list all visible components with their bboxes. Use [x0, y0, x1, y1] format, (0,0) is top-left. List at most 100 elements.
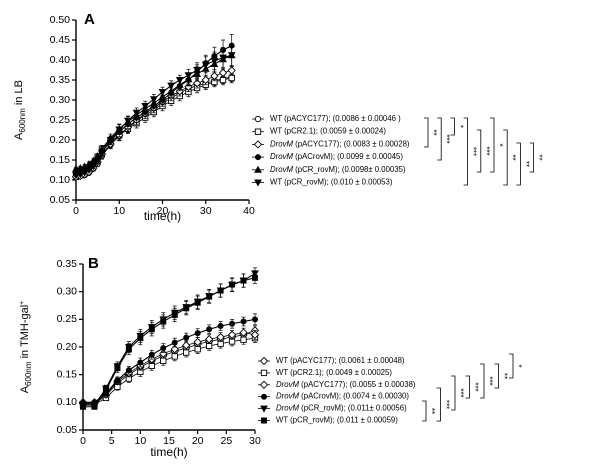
data-point — [184, 72, 193, 80]
legend-label: DrovM (pCR_rovM); (0.0098± 0.00035) — [270, 165, 406, 174]
significance-label: * — [514, 364, 523, 367]
data-point — [240, 336, 247, 343]
data-point — [219, 54, 227, 62]
data-point — [217, 287, 224, 294]
bracket — [437, 117, 442, 161]
x-tick-label: 30 — [200, 205, 212, 217]
x-tick-label: 20 — [192, 435, 204, 447]
data-point — [193, 67, 201, 74]
significance-label: ** — [535, 154, 544, 160]
data-point — [216, 332, 225, 342]
x-tick-label: 10 — [134, 435, 146, 447]
bracket — [490, 117, 495, 173]
data-point — [148, 351, 155, 358]
legend-label: DrovM (pACrovM); (0.0074 ± 0.00030) — [276, 392, 409, 401]
panel-letter: A — [84, 11, 95, 28]
significance-label: *** — [482, 146, 491, 155]
legend-marker — [260, 405, 268, 413]
bracket — [436, 387, 441, 422]
data-point — [252, 316, 259, 323]
data-point — [210, 57, 219, 65]
data-point — [227, 330, 237, 339]
bracket — [516, 142, 521, 186]
legend-detail: (pACYC177); (0.0086 ± 0.00046 ) — [282, 114, 401, 123]
series-line — [83, 318, 256, 403]
bracket — [529, 142, 534, 173]
significance-label: *** — [442, 400, 451, 409]
significance-brackets: ***************** — [422, 353, 523, 422]
bracket — [476, 129, 482, 173]
data-point — [250, 330, 260, 339]
data-point — [227, 66, 236, 75]
y-tick-label: 0.40 — [50, 54, 71, 66]
x-tick-label: 20 — [157, 205, 169, 217]
data-point — [206, 326, 213, 333]
bracket — [503, 129, 508, 186]
legend-marker — [253, 140, 263, 149]
legend-strain: DrovM — [276, 380, 299, 389]
legend-label: WT (pACYC177); (0.0086 ± 0.00046 ) — [270, 114, 401, 123]
y-tick-label: 0.35 — [57, 258, 78, 270]
legend-strain: WT — [270, 127, 282, 136]
significance-label: *** — [442, 134, 451, 143]
legend-detail: (pCR_rovM); (0.011 ± 0.00059) — [288, 416, 398, 425]
x-tick-label: 40 — [243, 205, 255, 217]
series-4 — [80, 313, 259, 406]
data-point — [102, 387, 109, 394]
bracket — [463, 117, 468, 186]
data-point — [114, 377, 121, 384]
legend-marker — [260, 369, 268, 377]
legend-marker — [260, 393, 267, 400]
bracket — [450, 117, 455, 136]
data-point — [193, 337, 202, 347]
y-tick-label: 0.20 — [57, 341, 78, 353]
y-tick-label: 0.05 — [50, 194, 71, 206]
legend-detail: (pCR2.1); (0.0059 ± 0.00024) — [282, 127, 386, 136]
data-point — [210, 71, 219, 81]
data-point — [183, 349, 190, 356]
y-tick-label: 0.10 — [57, 396, 78, 408]
data-point — [115, 126, 124, 134]
legend-label: DrovM (pCR_rovM); (0.011± 0.00056) — [276, 404, 407, 413]
data-point — [171, 339, 178, 346]
data-point — [228, 74, 235, 82]
significance-label: *** — [469, 147, 478, 156]
data-point — [160, 357, 167, 364]
data-point — [227, 52, 236, 60]
y-tick-label: 0.05 — [57, 424, 78, 436]
legend-strain: DrovM — [276, 404, 299, 413]
data-point — [158, 89, 167, 96]
legend-label: WT (pCR_rovM); (0.010 ± 0.00053) — [270, 178, 393, 187]
data-point — [194, 346, 201, 353]
data-point — [114, 365, 121, 372]
significance-label: ** — [427, 408, 436, 414]
panel-b: B 0.05 0.10 0.15 0.20 0.25 0.30 0.35 0 5 10 15 20 25 3… — [19, 255, 523, 459]
legend-strain: WT — [270, 114, 282, 123]
series-line — [83, 337, 256, 405]
data-point — [125, 346, 132, 353]
y-label-tail: in LB — [13, 80, 25, 108]
series-6 — [80, 271, 259, 410]
bracket — [422, 400, 427, 422]
data-point — [80, 169, 89, 177]
y-label-main: A — [13, 132, 25, 140]
data-point — [72, 172, 80, 180]
significance-label: ** — [429, 129, 438, 135]
legend-label: DrovM (pACYC177); (0.0083 ± 0.00028) — [270, 139, 410, 148]
data-point — [239, 328, 248, 337]
x-axis-label: time(h) — [144, 209, 181, 223]
legend-marker — [255, 154, 262, 161]
legend: WT (pACYC177); (0.0086 ± 0.00046 )WT (pC… — [252, 114, 410, 187]
significance-label: *** — [471, 382, 480, 391]
data-point — [91, 403, 98, 410]
bracket — [494, 363, 499, 389]
data-point — [76, 171, 85, 179]
y-label-sub: 600nm — [18, 108, 27, 133]
data-point — [125, 367, 132, 374]
legend-detail: (pACYC177); (0.0055 ± 0.00038) — [299, 380, 416, 389]
data-point — [85, 167, 93, 174]
x-tick-label: 5 — [109, 435, 115, 447]
data-point — [124, 117, 132, 125]
data-point — [148, 326, 155, 333]
